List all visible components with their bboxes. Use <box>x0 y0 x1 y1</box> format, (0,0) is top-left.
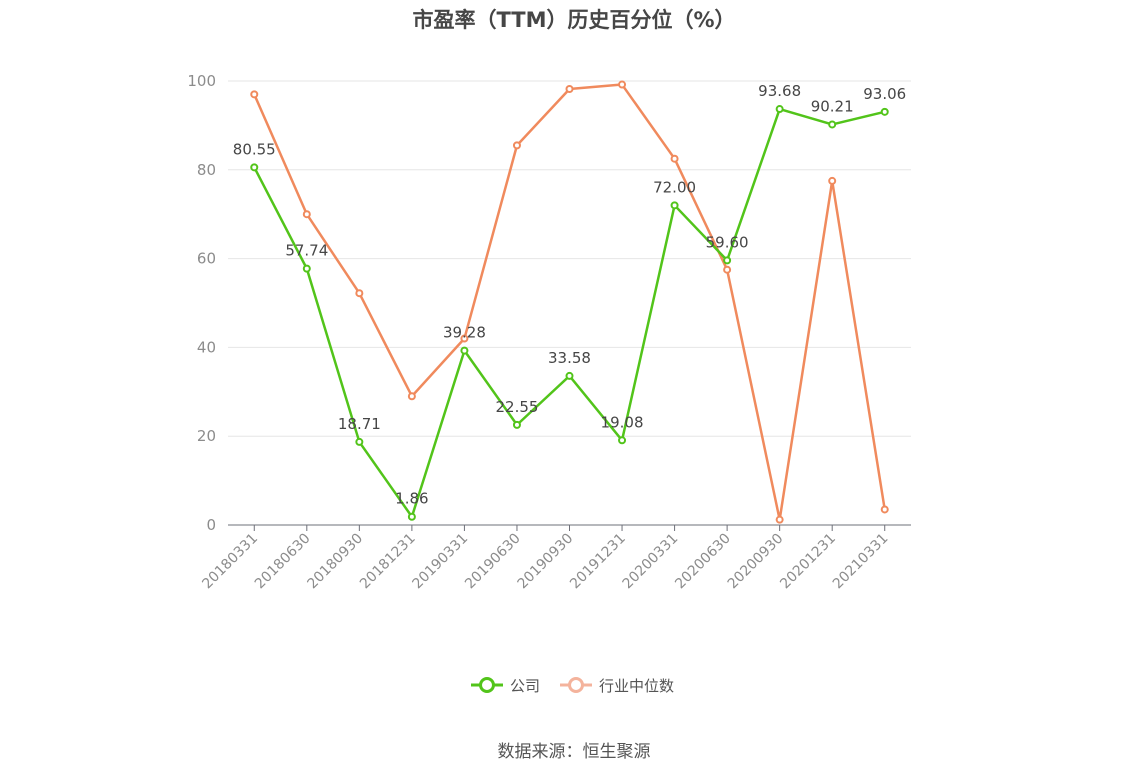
series-layer <box>250 80 889 524</box>
data-point <box>775 105 784 114</box>
x-tick-label: 20180331 <box>199 531 261 593</box>
data-point <box>407 512 416 521</box>
x-tick-label: 20180630 <box>252 531 314 593</box>
legend-label-company: 公司 <box>510 676 541 695</box>
data-point <box>828 120 837 129</box>
grid-layer <box>228 80 911 437</box>
x-tick-label: 20180930 <box>304 531 366 593</box>
data-point <box>460 334 469 343</box>
data-label-layer: 80.55 57.74 18.71 1.86 39.28 22.55 33.58 19.08 7… <box>233 82 906 508</box>
data-point <box>565 84 574 93</box>
legend-line-circle-icon <box>471 677 503 693</box>
source-note: 数据来源：恒生聚源 <box>497 742 651 762</box>
data-point <box>407 392 416 401</box>
x-tick-label: 20190930 <box>515 531 577 593</box>
y-tick-label: 0 <box>206 516 216 534</box>
data-label: 93.06 <box>863 85 906 103</box>
y-tick-label: 20 <box>197 427 216 445</box>
axis-layer: 0 20 40 60 80 100 2018033120180630201809302018… <box>187 72 911 592</box>
y-tick-label: 80 <box>197 161 216 179</box>
x-tick-label: 20210331 <box>830 531 892 593</box>
data-point <box>512 141 521 150</box>
data-point <box>723 256 732 265</box>
x-tick-label: 20190331 <box>410 531 472 593</box>
legend-item-industry-median[interactable]: 行业中位数 <box>559 674 674 696</box>
data-label: 72.00 <box>653 178 696 196</box>
data-point <box>250 163 259 172</box>
data-point <box>880 505 889 514</box>
data-label: 93.68 <box>758 82 801 100</box>
y-tick-label: 40 <box>197 338 216 356</box>
data-point <box>618 80 627 89</box>
data-point <box>302 264 311 273</box>
x-tick-label: 20190630 <box>462 531 524 593</box>
y-tick-label: 60 <box>197 250 216 268</box>
data-label: 59.60 <box>706 233 749 251</box>
x-tick-label: 20191231 <box>567 531 629 593</box>
data-label: 80.55 <box>233 140 276 158</box>
data-point <box>250 90 259 99</box>
legend-label-industry-median: 行业中位数 <box>599 676 675 695</box>
data-point <box>670 154 679 163</box>
data-point <box>460 346 469 355</box>
x-tick-label: 20200930 <box>725 531 787 593</box>
series-line <box>253 83 886 521</box>
data-point <box>618 436 627 445</box>
data-point <box>775 515 784 524</box>
data-label: 1.86 <box>395 490 428 508</box>
y-tick-label: 100 <box>187 72 216 90</box>
data-point <box>670 201 679 210</box>
x-tick-label: 20181231 <box>357 531 419 593</box>
data-point <box>880 107 889 116</box>
x-tick-label: 20201231 <box>777 531 839 593</box>
data-label: 22.55 <box>495 398 538 416</box>
legend-line-circle-icon <box>560 677 592 693</box>
data-label: 33.58 <box>548 349 591 367</box>
chart-title: 市盈率（TTM）历史百分位（%） <box>412 8 736 32</box>
data-label: 39.28 <box>443 324 486 342</box>
data-point <box>828 176 837 185</box>
data-point <box>302 210 311 219</box>
legend-item-company[interactable]: 公司 <box>470 674 540 696</box>
data-label: 57.74 <box>285 242 328 260</box>
data-point <box>565 371 574 380</box>
data-label: 90.21 <box>811 97 854 115</box>
data-point <box>723 265 732 274</box>
x-tick-label: 20200630 <box>672 531 734 593</box>
data-label: 18.71 <box>338 415 381 433</box>
data-label: 19.08 <box>601 413 644 431</box>
data-point <box>355 289 364 298</box>
data-point <box>355 437 364 446</box>
data-point <box>512 420 521 429</box>
x-tick-label: 20200331 <box>620 531 682 593</box>
